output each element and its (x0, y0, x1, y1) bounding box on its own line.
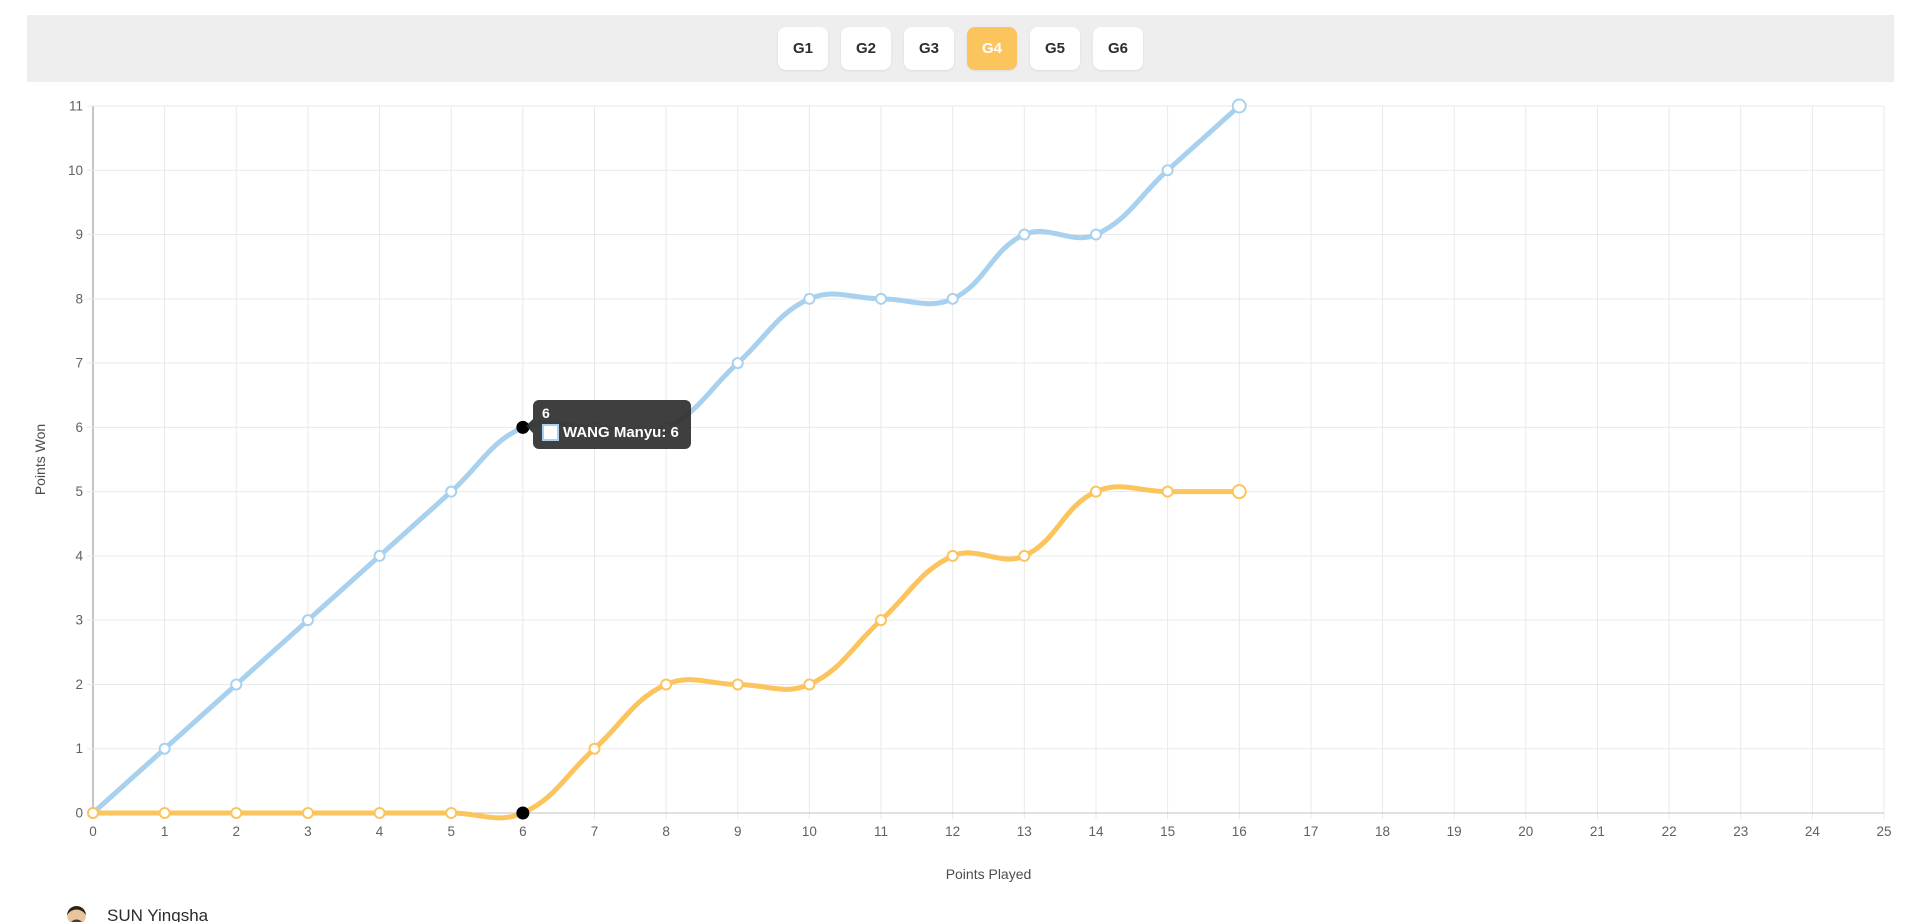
x-tick-label: 0 (89, 824, 97, 839)
series-sun-yingsha-point[interactable] (875, 614, 888, 627)
game-selector-bar: G1 G2 G3 G4 G5 G6 (27, 15, 1894, 82)
y-tick-label: 5 (75, 484, 83, 499)
y-tick-label: 0 (75, 806, 83, 821)
x-tick-label: 20 (1518, 824, 1533, 839)
series-sun-yingsha-point[interactable] (373, 807, 386, 819)
series-wang-manyu-point[interactable] (1231, 98, 1247, 114)
y-tick-label: 8 (75, 291, 83, 306)
series-wang-manyu-point[interactable] (445, 485, 458, 498)
y-axis-title: Points Won (32, 424, 48, 495)
x-tick-label: 17 (1303, 824, 1318, 839)
tooltip-label: WANG Manyu: 6 (563, 424, 679, 441)
x-tick-label: 25 (1876, 824, 1891, 839)
hover-point[interactable] (516, 806, 530, 820)
series-sun-yingsha-point[interactable] (731, 678, 744, 691)
x-tick-label: 9 (734, 824, 742, 839)
series-sun-yingsha-point[interactable] (1018, 549, 1031, 562)
series-wang-manyu-point[interactable] (875, 292, 888, 305)
x-tick-label: 6 (519, 824, 527, 839)
x-tick-label: 10 (802, 824, 817, 839)
y-tick-label: 7 (75, 356, 83, 371)
series-wang-manyu-point[interactable] (158, 742, 171, 755)
series-sun-yingsha-point[interactable] (1231, 484, 1247, 500)
game-button-g6[interactable]: G6 (1093, 27, 1143, 70)
series-wang-manyu-point[interactable] (946, 292, 959, 305)
x-axis-title: Points Played (946, 866, 1032, 882)
series-wang-manyu-point[interactable] (373, 549, 386, 562)
tooltip-color-box (542, 424, 559, 441)
x-tick-label: 14 (1088, 824, 1104, 839)
series-wang-manyu-point[interactable] (731, 357, 744, 370)
x-tick-label: 2 (233, 824, 241, 839)
y-tick-label: 4 (75, 548, 83, 563)
tooltip-caret (526, 419, 533, 433)
y-tick-label: 2 (75, 677, 83, 692)
x-tick-label: 16 (1232, 824, 1247, 839)
x-tick-label: 24 (1805, 824, 1821, 839)
game-button-g1[interactable]: G1 (778, 27, 828, 70)
series-sun-yingsha-point[interactable] (660, 678, 673, 691)
x-tick-label: 22 (1662, 824, 1677, 839)
series-sun-yingsha-point[interactable] (946, 549, 959, 562)
y-tick-label: 10 (68, 163, 83, 178)
series-sun-yingsha-point[interactable] (588, 742, 601, 755)
x-tick-label: 3 (304, 824, 312, 839)
series-wang-manyu-point[interactable] (230, 678, 243, 691)
legend: SUN Yingsha (67, 906, 208, 922)
y-tick-label: 3 (75, 613, 83, 628)
y-tick-label: 9 (75, 227, 83, 242)
series-wang-manyu-point[interactable] (1161, 164, 1174, 177)
x-tick-label: 11 (874, 824, 888, 839)
game-button-g2[interactable]: G2 (841, 27, 891, 70)
x-tick-label: 7 (591, 824, 599, 839)
series-sun-yingsha-point[interactable] (445, 807, 458, 819)
series-sun-yingsha-point[interactable] (87, 807, 99, 819)
series-wang-manyu-point[interactable] (1089, 228, 1102, 241)
y-tick-label: 6 (75, 420, 83, 435)
series-wang-manyu-point[interactable] (1018, 228, 1031, 241)
series-wang-manyu-point[interactable] (803, 292, 816, 305)
series-sun-yingsha-point[interactable] (158, 807, 171, 819)
series-sun-yingsha-point[interactable] (301, 807, 314, 819)
game-button-g4[interactable]: G4 (967, 27, 1017, 70)
x-tick-label: 13 (1017, 824, 1032, 839)
tooltip: 6 WANG Manyu: 6 (526, 400, 691, 449)
x-tick-label: 1 (161, 824, 169, 839)
x-tick-label: 5 (447, 824, 455, 839)
series-sun-yingsha-point[interactable] (803, 678, 816, 691)
x-tick-label: 12 (945, 824, 960, 839)
x-tick-label: 23 (1733, 824, 1748, 839)
y-tick-label: 11 (69, 99, 83, 114)
x-tick-label: 15 (1160, 824, 1175, 839)
y-tick-label: 1 (75, 741, 83, 756)
series-sun-yingsha-point[interactable] (1161, 485, 1174, 498)
x-tick-label: 4 (376, 824, 384, 839)
series-wang-manyu-point[interactable] (301, 614, 314, 627)
x-tick-label: 18 (1375, 824, 1390, 839)
game-button-g5[interactable]: G5 (1030, 27, 1080, 70)
tooltip-row: WANG Manyu: 6 (542, 424, 679, 441)
x-tick-label: 21 (1590, 824, 1605, 839)
series-sun-yingsha-point[interactable] (230, 807, 243, 819)
tooltip-title: 6 (542, 405, 550, 421)
series-sun-yingsha-point[interactable] (1089, 485, 1102, 498)
legend-player-name[interactable]: SUN Yingsha (107, 906, 209, 922)
x-tick-label: 8 (662, 824, 670, 839)
x-tick-label: 19 (1447, 824, 1462, 839)
game-button-g3[interactable]: G3 (904, 27, 954, 70)
avatar[interactable] (67, 906, 86, 922)
